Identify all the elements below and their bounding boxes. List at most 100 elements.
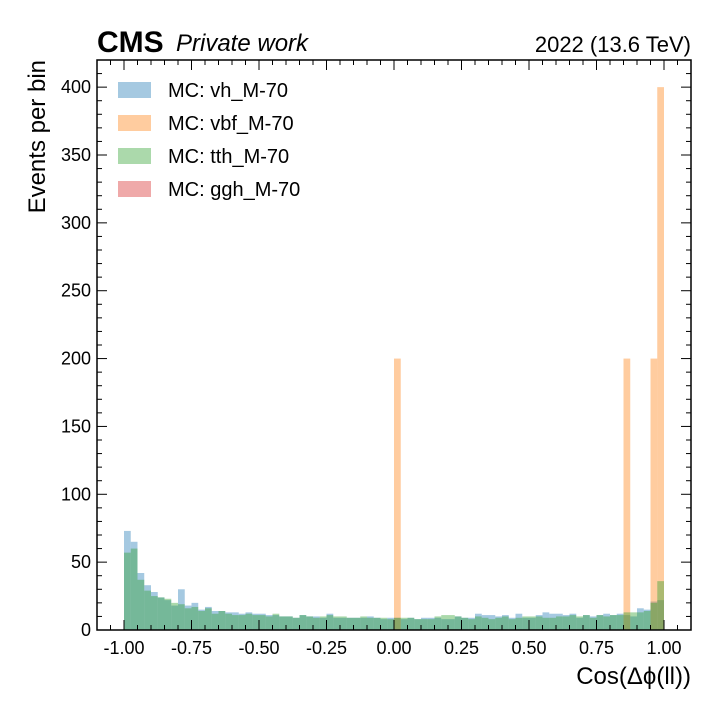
bar xyxy=(454,616,462,630)
bar xyxy=(562,615,570,630)
bar xyxy=(340,616,347,630)
bar xyxy=(556,613,563,630)
bar xyxy=(157,597,165,630)
bar xyxy=(265,615,273,630)
bar xyxy=(130,548,138,630)
experiment-sublabel: Private work xyxy=(176,30,310,57)
x-axis-title: Cos(Δϕ(ll)) xyxy=(576,663,691,690)
bar xyxy=(589,617,597,630)
series-2 xyxy=(124,548,664,630)
y-tick-label: 100 xyxy=(61,484,91,504)
bar xyxy=(650,358,658,630)
lumi-label: 2022 (13.6 TeV) xyxy=(535,32,691,57)
bar xyxy=(313,616,320,630)
bar xyxy=(373,617,381,630)
bar xyxy=(191,602,199,630)
bar xyxy=(441,619,448,630)
bar xyxy=(400,619,408,630)
bar xyxy=(427,617,435,630)
bar xyxy=(225,612,232,630)
bar xyxy=(657,581,664,630)
bar xyxy=(184,608,192,630)
bar xyxy=(259,613,266,630)
bar xyxy=(603,613,610,630)
legend-item: MC: tth_M-70 xyxy=(118,146,289,168)
bar xyxy=(556,616,563,630)
bar xyxy=(380,617,388,630)
experiment-label: CMS xyxy=(97,26,164,59)
bar xyxy=(279,616,286,630)
x-tick-labels: -1.00 -0.75 -0.50 -0.25 0.00 0.25 0.50 0.75 1.00 xyxy=(103,638,681,658)
legend-swatch xyxy=(118,181,151,197)
bar xyxy=(522,617,529,630)
bar xyxy=(259,615,266,630)
y-tick-label: 300 xyxy=(61,213,91,233)
bar xyxy=(502,615,509,630)
x-tick-label: -0.25 xyxy=(306,638,347,658)
bar xyxy=(475,613,482,630)
bar xyxy=(279,616,286,630)
bar xyxy=(346,617,354,630)
bar xyxy=(657,87,664,630)
bar xyxy=(515,613,523,630)
legend-item: MC: ggh_M-70 xyxy=(118,179,300,201)
bar xyxy=(306,616,313,630)
bar xyxy=(488,619,496,630)
bar xyxy=(630,612,637,630)
bar xyxy=(576,616,583,630)
bar xyxy=(394,617,401,630)
bar xyxy=(414,619,421,630)
bar xyxy=(144,585,151,630)
legend-swatch xyxy=(118,115,151,131)
bar xyxy=(373,617,381,630)
bar xyxy=(387,617,394,630)
bar xyxy=(286,616,293,630)
bar xyxy=(313,617,320,630)
bar xyxy=(225,613,232,630)
bar xyxy=(643,611,651,630)
bar xyxy=(265,616,273,630)
bar xyxy=(164,598,172,630)
bar xyxy=(549,617,556,630)
bar xyxy=(657,600,664,630)
bar xyxy=(178,604,185,630)
series-1 xyxy=(394,87,664,630)
bar xyxy=(164,600,172,630)
bar xyxy=(151,596,158,630)
bar xyxy=(583,615,590,630)
bar xyxy=(380,619,388,630)
bar xyxy=(346,617,354,630)
bar xyxy=(461,617,469,630)
bar xyxy=(360,616,367,630)
bar xyxy=(421,619,428,630)
bar xyxy=(535,615,543,630)
legend-label: MC: vbf_M-70 xyxy=(168,113,294,135)
bar xyxy=(596,615,604,630)
bar xyxy=(394,358,401,630)
plot-frame xyxy=(96,59,692,631)
series-0 xyxy=(124,530,664,630)
legend-swatch xyxy=(118,82,151,98)
y-tick-label: 400 xyxy=(61,77,91,97)
bar xyxy=(299,615,307,630)
y-tick-label: 200 xyxy=(61,349,91,369)
bar xyxy=(427,619,435,630)
bar xyxy=(549,613,556,630)
bar xyxy=(650,602,658,630)
x-tick-label: -1.00 xyxy=(103,638,144,658)
bar xyxy=(623,615,631,630)
bar xyxy=(124,552,131,630)
bar xyxy=(272,613,280,630)
bar xyxy=(630,616,637,630)
bar xyxy=(238,615,246,630)
bar xyxy=(333,617,340,630)
bars-layer xyxy=(124,87,664,630)
bar xyxy=(130,541,138,630)
bar xyxy=(508,617,516,630)
bar xyxy=(252,613,259,630)
y-tick-labels: 0 50 100 150 200 250 300 350 400 xyxy=(61,77,91,640)
bar xyxy=(448,619,455,630)
bar xyxy=(441,615,448,630)
bar xyxy=(198,609,205,630)
